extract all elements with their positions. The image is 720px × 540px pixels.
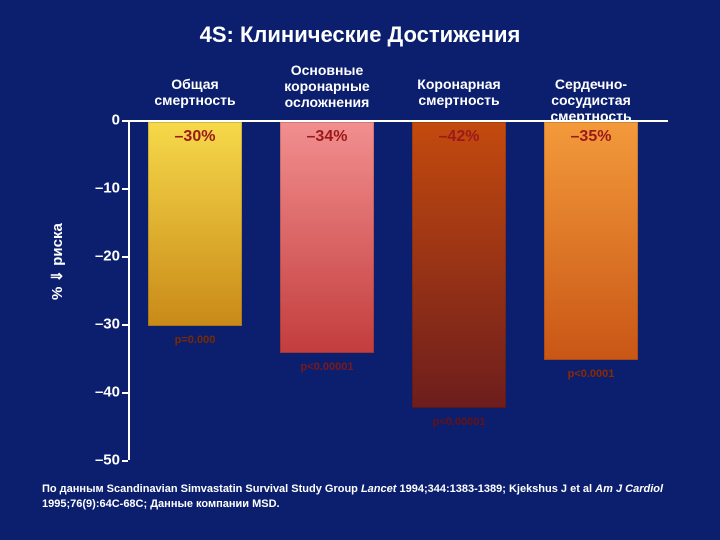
bar-value-label: –35% xyxy=(544,128,638,146)
bar: –42% xyxy=(412,122,506,408)
slide: 4S: Клинические Достижения % ⇓ риска 0–1… xyxy=(0,0,720,540)
y-tick-mark xyxy=(122,188,128,190)
y-tick-mark xyxy=(122,120,128,122)
category-label: Коронарная смертность xyxy=(399,76,519,108)
slide-title: 4S: Клинические Достижения xyxy=(0,22,720,48)
citation-journal-2: Am J Cardiol xyxy=(595,483,663,495)
citation-journal-1: Lancet xyxy=(361,483,396,495)
category-label: Сердечно-сосудистая смертность xyxy=(531,76,651,124)
bar-value-label: –42% xyxy=(412,128,506,146)
y-tick-label: –30 xyxy=(80,316,120,333)
citation: По данным Scandinavian Simvastatin Survi… xyxy=(42,482,680,512)
p-value-label: p<0.0001 xyxy=(521,368,661,380)
bar-value-label: –34% xyxy=(280,128,374,146)
y-tick-label: –20 xyxy=(80,248,120,265)
category-label: Общая смертность xyxy=(135,76,255,108)
y-tick-label: –40 xyxy=(80,384,120,401)
y-axis-label: % ⇓ риска xyxy=(48,223,66,300)
citation-text: 1995;76(9):64C-68C; Данные компании MSD. xyxy=(42,498,280,510)
p-value-label: p<0.00001 xyxy=(389,416,529,428)
bar: –30% xyxy=(148,122,242,326)
y-tick-mark xyxy=(122,256,128,258)
y-tick-label: 0 xyxy=(80,112,120,129)
y-tick-mark xyxy=(122,324,128,326)
y-tick-label: –10 xyxy=(80,180,120,197)
p-value-label: p=0.000 xyxy=(125,334,265,346)
bar: –35% xyxy=(544,122,638,360)
y-tick-mark xyxy=(122,392,128,394)
citation-text: 1994;344:1383-1389; Kjekshus J et al xyxy=(396,483,595,495)
p-value-label: p<0.00001 xyxy=(257,361,397,373)
citation-text: По данным Scandinavian Simvastatin Survi… xyxy=(42,483,361,495)
bar-value-label: –30% xyxy=(148,128,242,146)
bar: –34% xyxy=(280,122,374,353)
y-axis xyxy=(128,120,130,460)
y-tick-mark xyxy=(122,460,128,462)
bar-chart: 0–10–20–30–40–50Общая смертность–30%p=0.… xyxy=(128,120,668,460)
y-tick-label: –50 xyxy=(80,452,120,469)
category-label: Основные коронарные осложнения xyxy=(267,62,387,110)
